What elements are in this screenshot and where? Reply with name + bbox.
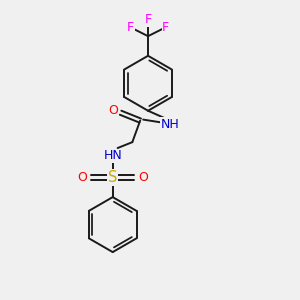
Text: O: O <box>138 171 148 184</box>
Text: F: F <box>162 21 169 34</box>
Text: F: F <box>127 21 134 34</box>
Text: NH: NH <box>160 118 179 131</box>
Text: S: S <box>108 170 117 185</box>
Text: HN: HN <box>103 149 122 162</box>
Text: F: F <box>145 13 152 26</box>
Text: O: O <box>109 104 118 117</box>
Text: O: O <box>77 171 87 184</box>
